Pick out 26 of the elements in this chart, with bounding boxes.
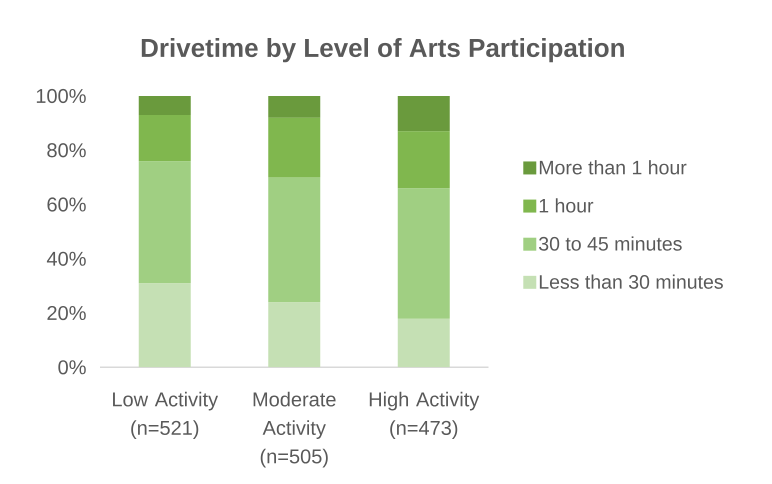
y-tick-label: 20% — [47, 306, 86, 320]
legend-label: 1 hour — [540, 198, 594, 213]
bar — [398, 318, 450, 368]
y-tick-label: 60% — [47, 197, 86, 212]
bar — [398, 188, 450, 318]
bar — [138, 161, 191, 284]
bar — [138, 283, 191, 368]
bar — [268, 96, 320, 118]
y-tick-label: 40% — [46, 252, 86, 266]
y-tick-label: 100% — [36, 88, 86, 104]
bar — [398, 131, 450, 188]
x-tick-label: High Activity (n=473) — [370, 392, 480, 439]
chart-title: Drivetime by Level of Arts Participation — [142, 38, 624, 62]
bar — [268, 302, 320, 368]
bar — [138, 96, 191, 115]
bar — [138, 114, 191, 162]
y-tick-label: 80% — [47, 143, 86, 158]
bar — [268, 118, 320, 178]
bar — [398, 96, 450, 132]
x-tick-label: Low Activity (n=521) — [113, 392, 218, 439]
legend-label: 30 to 45 minutes — [539, 236, 682, 251]
x-tick-label: Moderate Activity (n=505) — [254, 392, 336, 468]
legend-label: More than 1 hour — [540, 160, 686, 174]
y-tick-label: 0% — [58, 360, 86, 374]
legend-label: Less than 30 minutes — [540, 274, 723, 289]
bar — [268, 177, 320, 302]
